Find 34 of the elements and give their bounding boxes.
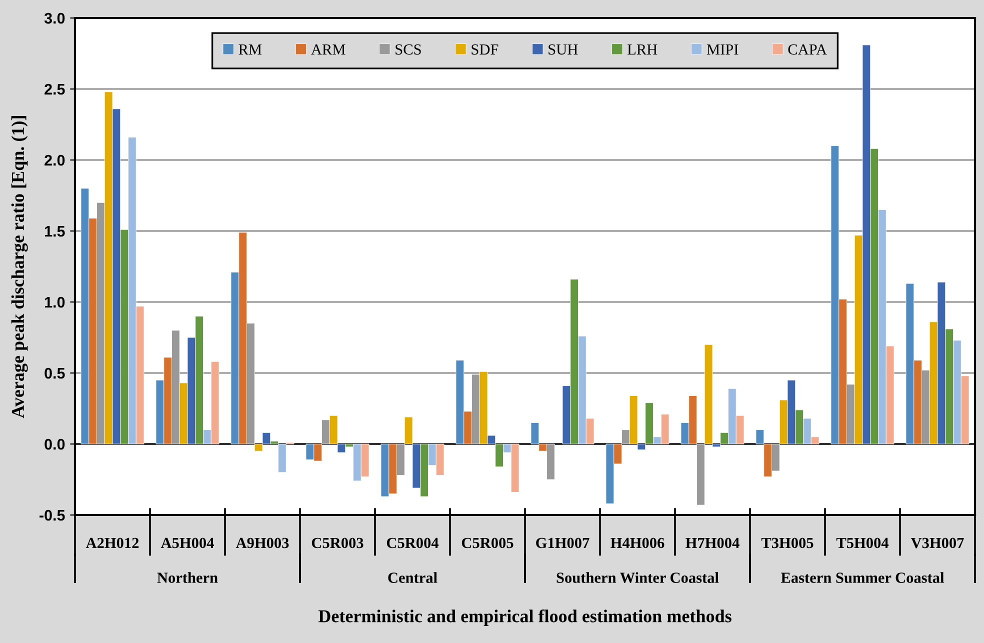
x-tick-label: C5R005	[462, 538, 514, 548]
x-tick-label: A5H004	[160, 538, 214, 548]
y-tick-label: 1.0	[45, 296, 65, 308]
legend-label: SDF	[472, 44, 498, 55]
x-tick-label: C5R004	[386, 538, 439, 548]
legend-label: MIPI	[706, 44, 738, 54]
x-tick-label: V3H007	[910, 538, 964, 548]
y-tick-label: 0.5	[44, 368, 65, 379]
y-tick-label: 0.0	[44, 438, 65, 450]
x-tick-label: T3H005	[761, 538, 814, 548]
x-tick-label: A9H003	[236, 538, 289, 548]
legend-label: LRH	[628, 44, 658, 54]
x-tick-label: C5R003	[312, 538, 364, 548]
y-tick-label: 2.5	[44, 84, 65, 95]
text: Northern	[157, 572, 218, 583]
y-tick-label: 1.5	[45, 226, 65, 237]
x-tick-label: G1H007	[536, 538, 590, 548]
y-tick-label: -0.5	[40, 510, 65, 521]
x-tick-label: A2H012	[86, 538, 139, 548]
legend-label: SCS	[396, 44, 421, 55]
legend-label: RM	[238, 44, 262, 54]
x-axis-title: Deterministic and empirical flood estimation methods	[318, 609, 732, 626]
x-tick-label: H7H004	[686, 538, 740, 548]
legend-label: CAPA	[788, 44, 827, 55]
text: Southern Winter Coastal	[556, 572, 719, 583]
y-axis-title: Average peak discharge ratio [Eqn. (1)]	[11, 116, 28, 418]
y-tick-label: 2.0	[44, 154, 65, 166]
legend-label: ARM	[311, 44, 346, 54]
text: Eastern Summer Coastal	[780, 572, 944, 583]
y-tick-label: 3.0	[44, 12, 65, 24]
legend-label: SUH	[548, 44, 578, 55]
text: Central	[388, 572, 438, 583]
x-tick-label: H4H006	[610, 538, 664, 548]
x-tick-label: T5H004	[836, 538, 889, 548]
